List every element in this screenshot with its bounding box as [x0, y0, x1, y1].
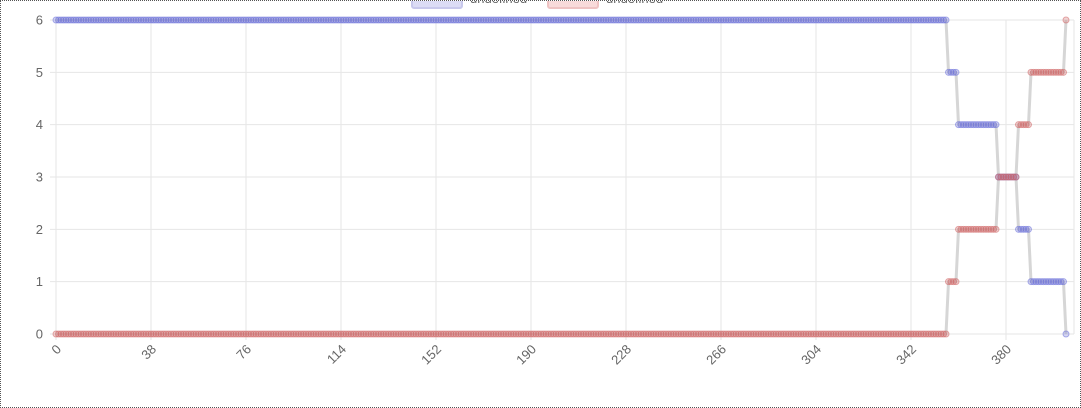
x-tick-label: 38: [138, 342, 159, 363]
x-tick-label: 152: [418, 342, 444, 368]
series-1-segment-1: [945, 278, 960, 286]
series-1-segment-3: [995, 173, 1020, 181]
y-tick-label: 3: [36, 170, 43, 185]
x-axis-ticks: 0 38 76 114 152 190 228 266 304 342 380: [48, 342, 1014, 368]
series-1-segment-4: [1015, 121, 1032, 129]
data-point[interactable]: [1012, 173, 1020, 181]
data-point[interactable]: [1025, 225, 1032, 233]
x-tick-label: 266: [703, 342, 729, 368]
y-tick-label: 4: [36, 117, 43, 132]
x-tick-label: 114: [324, 342, 349, 367]
legend-label[interactable]: undefined: [606, 1, 663, 6]
data-point[interactable]: [952, 278, 960, 286]
series-points: [52, 16, 1070, 338]
series-1-segment-2: [955, 225, 1000, 233]
x-tick-label: 228: [608, 342, 634, 368]
series-0-segment-5: [1027, 278, 1067, 286]
data-point[interactable]: [1062, 330, 1070, 338]
legend-swatch[interactable]: [547, 1, 599, 9]
y-tick-label: 5: [36, 65, 43, 80]
x-tick-label: 342: [893, 342, 919, 368]
series-0-segment-4: [1015, 225, 1032, 233]
y-axis-ticks: 0 1 2 3 4 5 6: [36, 13, 43, 342]
series-0-segment-0: [52, 16, 950, 24]
data-point[interactable]: [942, 16, 950, 24]
data-point[interactable]: [1060, 278, 1067, 286]
x-tick-label: 0: [48, 342, 64, 358]
legend-label[interactable]: undefined: [470, 1, 527, 6]
data-point[interactable]: [1062, 16, 1070, 24]
data-point[interactable]: [952, 68, 960, 76]
legend-swatch[interactable]: [411, 1, 463, 9]
x-tick-label: 190: [513, 342, 539, 368]
y-tick-label: 1: [36, 274, 43, 289]
series-1-segment-0: [52, 330, 950, 338]
data-point[interactable]: [1060, 68, 1067, 76]
series-1-segment-6: [1062, 16, 1070, 24]
data-point[interactable]: [992, 121, 1000, 129]
x-tick-label: 304: [798, 342, 824, 368]
series-0-segment-2: [955, 121, 1000, 129]
data-point[interactable]: [992, 225, 1000, 233]
x-tick-label: 380: [988, 342, 1014, 368]
y-tick-label: 6: [36, 13, 43, 28]
y-tick-label: 0: [36, 327, 43, 342]
y-tick-label: 2: [36, 222, 43, 237]
x-tick-label: 76: [233, 342, 254, 363]
series-0-segment-6: [1062, 330, 1070, 338]
grid-lines: [50, 19, 1075, 340]
series-0-segment-1: [945, 68, 960, 76]
data-point[interactable]: [942, 330, 950, 338]
series-1-segment-5: [1027, 68, 1067, 76]
legend: undefined undefined: [411, 1, 663, 9]
data-point[interactable]: [1025, 121, 1032, 129]
